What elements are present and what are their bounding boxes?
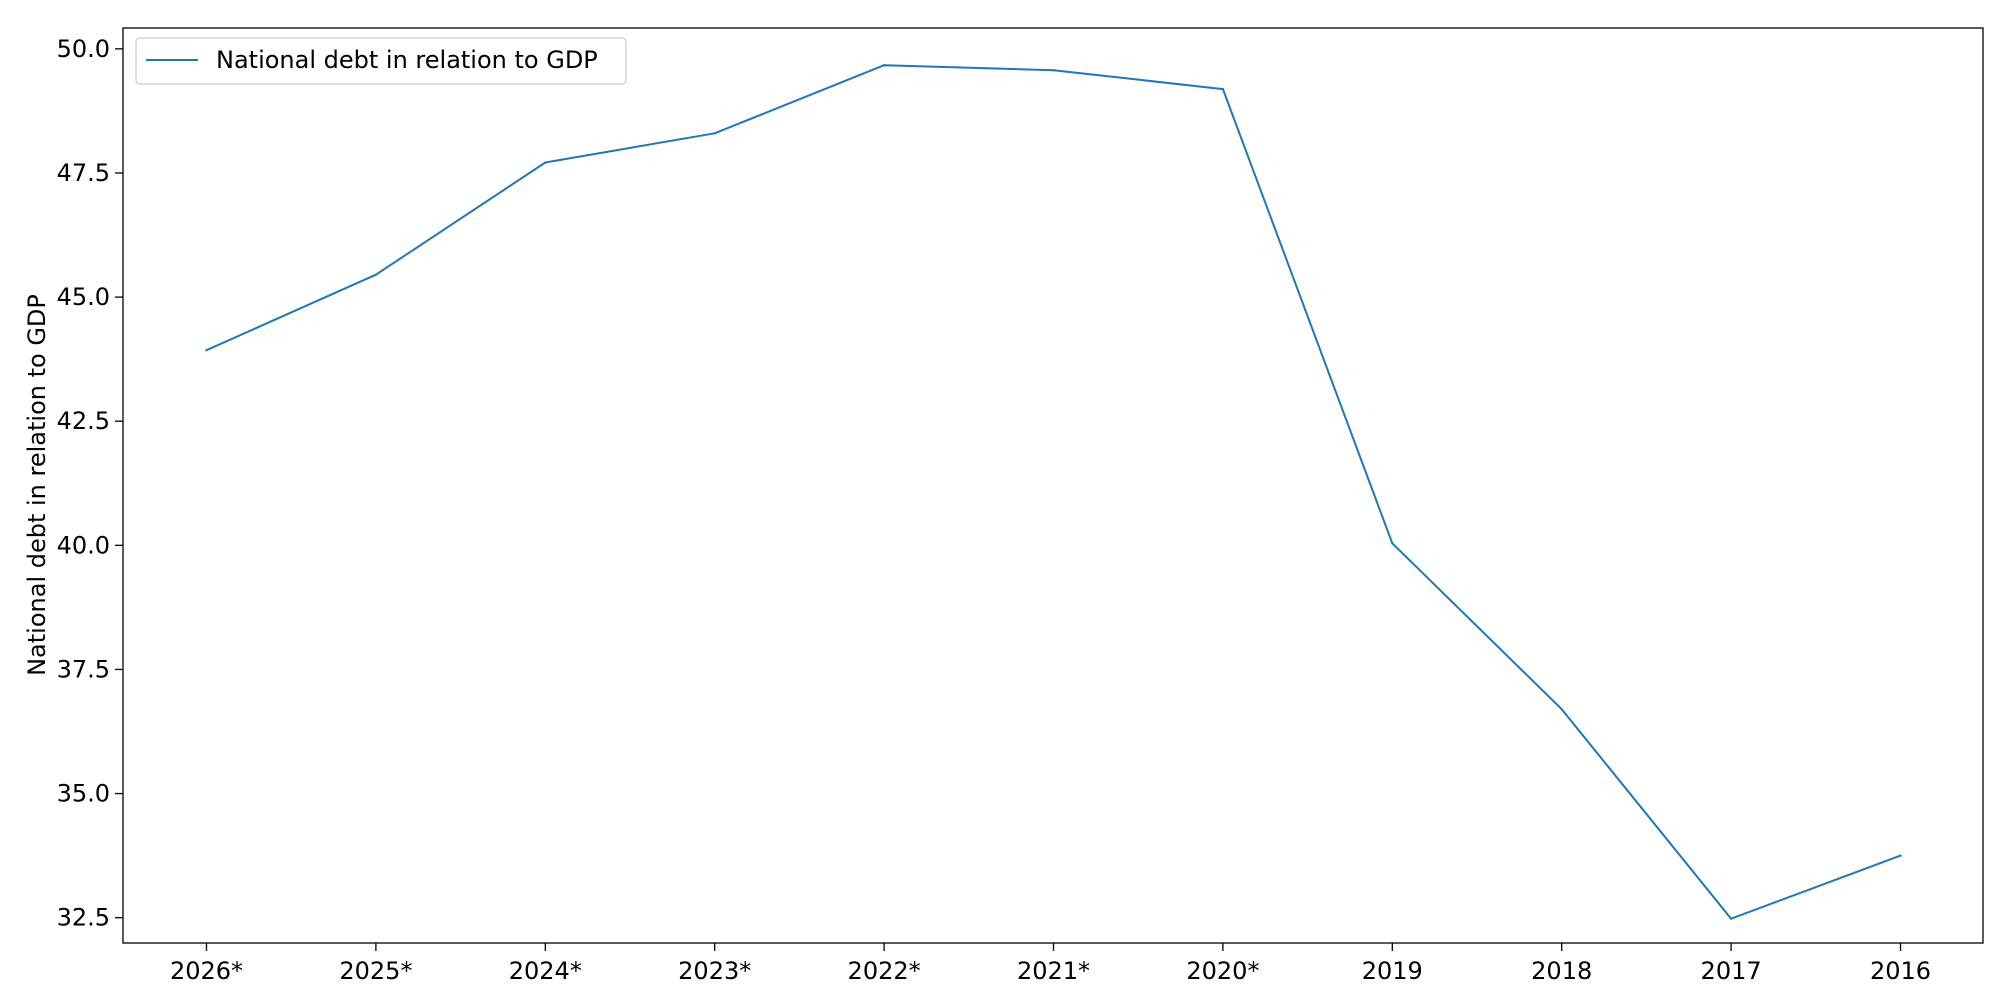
y-tick-label: 37.5 [57,655,110,683]
y-tick-label: 32.5 [57,904,110,932]
legend-box [135,37,627,85]
data-point [1391,542,1394,545]
series-layer [205,64,1902,920]
x-tick-label: 2026* [170,957,243,985]
data-point [544,161,547,164]
data-point [713,132,716,135]
x-axis-ticks: 2026* 2025* 2024* 2023* 2022* 2021* 2020* 2019 2… [170,943,1931,985]
data-point [374,273,378,276]
legend-label: National debt in relation to GDP [216,46,598,74]
data-point [1560,707,1563,711]
y-axis-ticks: 32.5 35.0 37.5 40.0 42.5 45.0 47.5 50.0 [57,35,123,932]
y-tick-label: 47.5 [57,159,110,187]
x-tick-label: 2022* [848,957,921,985]
y-axis-label: National debt in relation to GDP [23,294,51,676]
y-tick-label: 42.5 [57,407,110,435]
x-tick-label: 2025* [339,957,412,985]
y-tick-label: 40.0 [57,531,110,559]
y-tick-label: 45.0 [57,283,110,311]
plot-frame [122,27,1984,944]
x-tick-label: 2020* [1186,957,1259,985]
data-point [1052,69,1055,72]
data-point [882,64,886,67]
data-point [1899,854,1902,857]
x-tick-label: 2017 [1701,957,1762,985]
data-point [1221,87,1225,91]
y-tick-label: 50.0 [57,35,110,63]
x-tick-label: 2018 [1531,957,1592,985]
y-tick-label: 35.0 [57,780,110,808]
x-tick-label: 2019 [1362,957,1423,985]
legend: National debt in relation to GDP [135,37,627,85]
data-point [1729,917,1733,920]
x-tick-label: 2024* [509,957,582,985]
x-tick-label: 2016 [1870,957,1931,985]
data-point [205,349,208,352]
x-tick-label: 2021* [1017,957,1090,985]
x-tick-label: 2023* [678,957,751,985]
